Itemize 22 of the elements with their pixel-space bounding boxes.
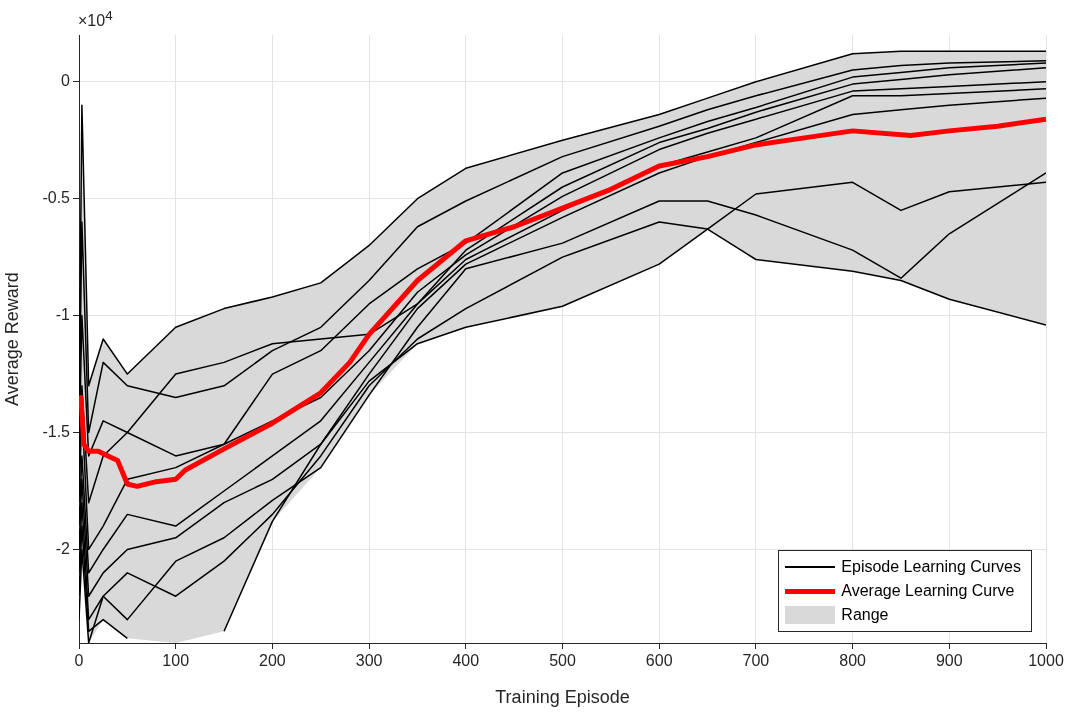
x-tick-label: 400 (452, 652, 480, 670)
x-tick-label: 0 (74, 652, 84, 670)
legend-label: Episode Learning Curves (841, 558, 1021, 576)
y-axis-title: Average Reward (1, 272, 22, 406)
y-tick-label: -1.5 (42, 422, 71, 440)
x-axis-title: Training Episode (495, 687, 630, 708)
text: ×10$^{4}$ (78, 8, 113, 31)
x-tick-label: 500 (549, 652, 576, 670)
x-tick-label: 800 (839, 652, 867, 670)
x-tick-label: 100 (162, 652, 190, 670)
x-tick-label: 300 (355, 652, 383, 670)
y-tick-label: 0 (61, 72, 71, 90)
y-tick-label: -2 (55, 539, 71, 557)
x-tick-label: 1000 (1028, 652, 1064, 670)
legend-label: Average Learning Curve (841, 582, 1015, 600)
x-tick-label: 200 (259, 652, 286, 670)
x-tick-label: 600 (645, 652, 673, 670)
x-tick-label: 900 (935, 652, 963, 670)
y-tick-label: -0.5 (42, 189, 71, 207)
y-tick-label: -1 (55, 306, 71, 324)
x-tick-label: 700 (742, 652, 770, 670)
legend-label: Range (841, 606, 889, 624)
